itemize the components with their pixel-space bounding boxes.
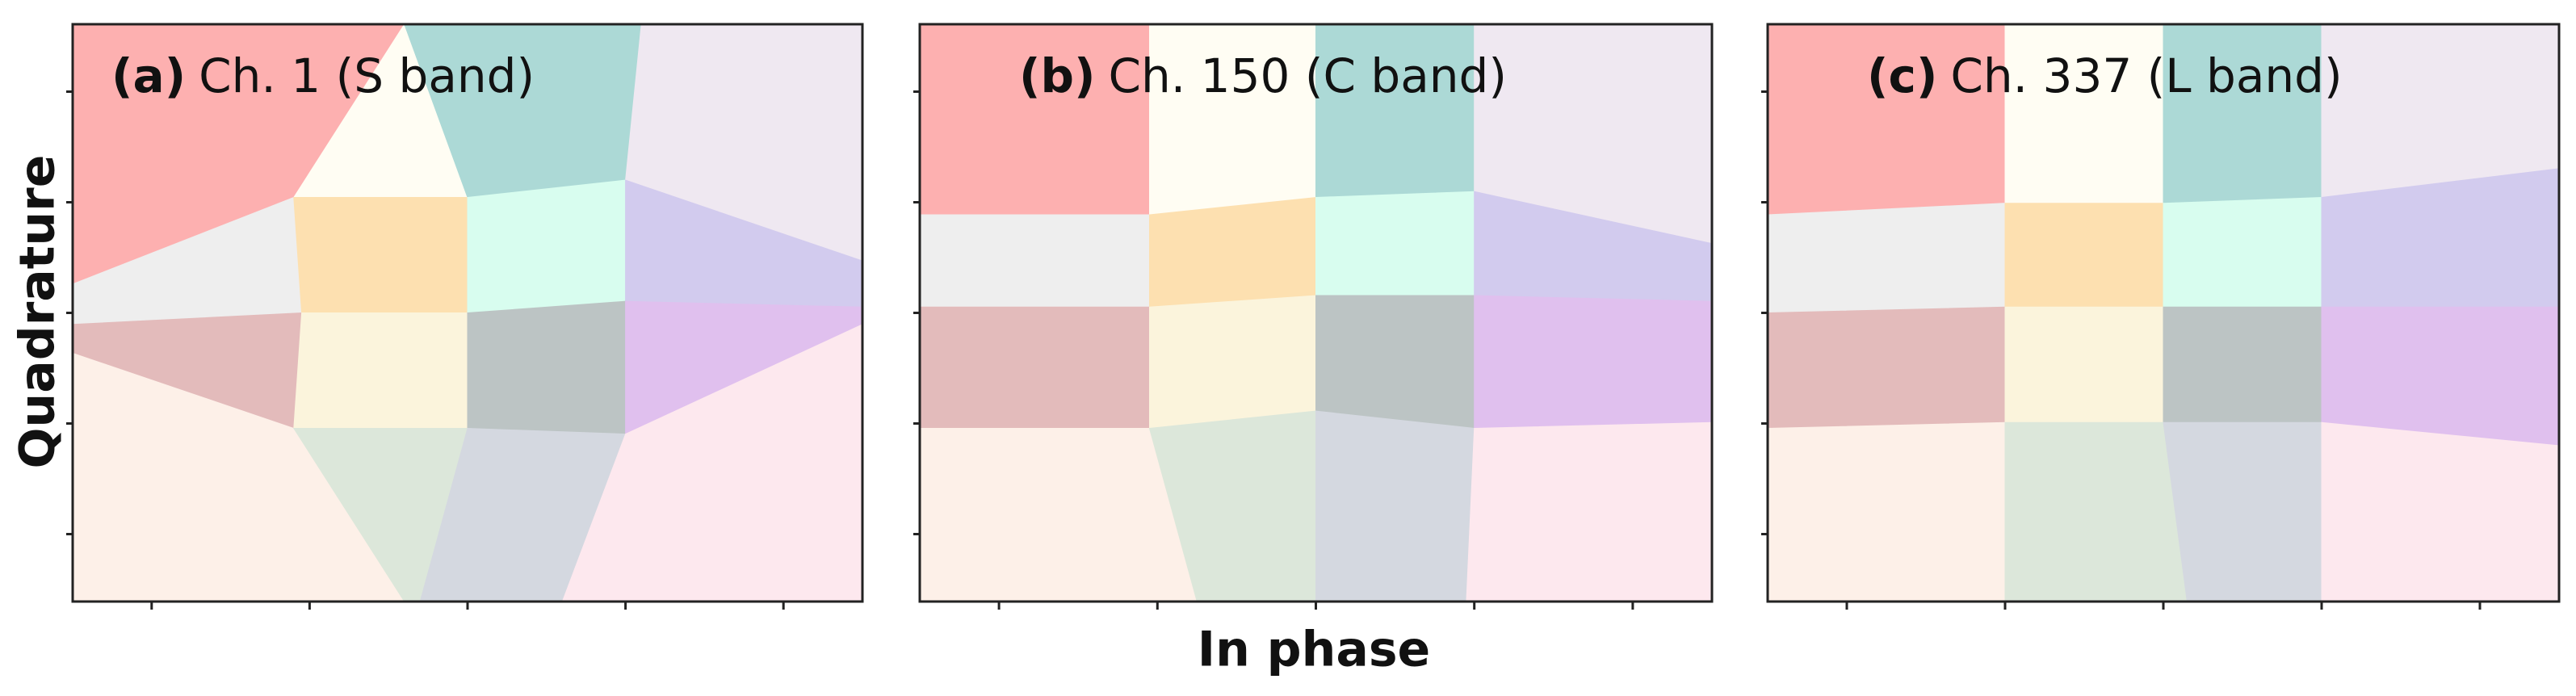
decision-region — [1767, 203, 2006, 314]
decision-region — [2321, 306, 2560, 447]
decision-region — [1149, 295, 1316, 430]
decision-region — [1767, 421, 2006, 602]
y-axis-label: Quadrature — [10, 155, 66, 469]
panel-title: Ch. 150 (C band) — [1109, 48, 1507, 103]
panel-label: (b) Ch. 150 (C band) — [1019, 48, 1507, 103]
panel-tag: (b) — [1019, 48, 1096, 103]
panel-label: (a) Ch. 1 (S band) — [111, 48, 535, 103]
decision-region — [919, 214, 1150, 308]
decision-region — [1474, 295, 1713, 430]
panel-title: Ch. 1 (S band) — [199, 48, 535, 103]
decision-region — [2004, 306, 2164, 423]
decision-region — [293, 312, 468, 429]
decision-region — [919, 306, 1150, 429]
panel: (b) Ch. 150 (C band) — [913, 23, 1714, 610]
panel-title: Ch. 337 (L band) — [1950, 48, 2342, 103]
decision-region — [919, 428, 1198, 602]
panel-tag: (c) — [1867, 48, 1937, 103]
panel-tag: (a) — [111, 48, 186, 103]
decision-region — [1767, 306, 2006, 430]
decision-region — [467, 300, 627, 435]
panel: (c) Ch. 337 (L band) — [1761, 23, 2561, 610]
decision-region — [1466, 421, 1713, 602]
x-axis-label: In phase — [1198, 622, 1431, 678]
decision-region — [1315, 295, 1475, 430]
decision-region — [1149, 196, 1316, 308]
decision-region — [2321, 421, 2560, 602]
decision-region — [2163, 306, 2322, 423]
decision-region — [2004, 421, 2188, 602]
decision-region — [293, 197, 468, 313]
decision-region — [2163, 196, 2322, 308]
decision-region — [2163, 421, 2322, 602]
decision-region — [467, 179, 627, 314]
decision-region — [1315, 410, 1475, 602]
panel: (a) Ch. 1 (S band) — [66, 23, 864, 610]
decision-region — [2321, 23, 2560, 199]
decision-region — [1315, 191, 1475, 296]
decision-region — [2004, 203, 2164, 308]
panel-label: (c) Ch. 337 (L band) — [1867, 48, 2343, 103]
